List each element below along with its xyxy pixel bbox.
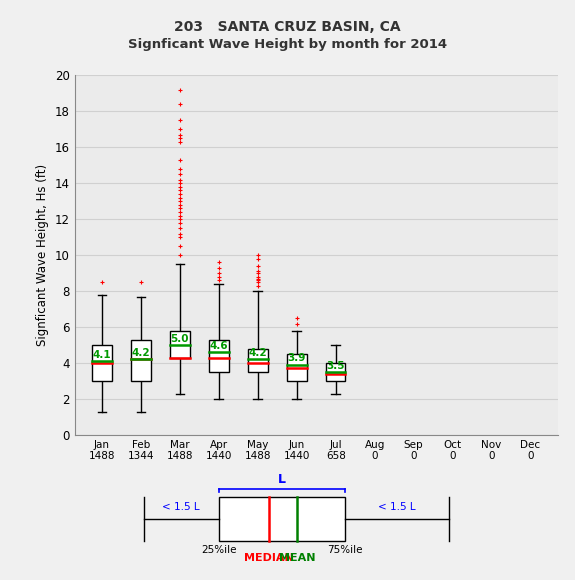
Bar [287, 354, 306, 381]
Text: MEDIAN: MEDIAN [244, 553, 294, 563]
Text: 75%ile: 75%ile [327, 545, 363, 555]
Text: < 1.5 L: < 1.5 L [378, 502, 416, 512]
Text: 4.6: 4.6 [209, 341, 228, 351]
Text: 3.9: 3.9 [288, 353, 306, 364]
Text: 25%ile: 25%ile [201, 545, 236, 555]
Bar [218, 497, 345, 541]
Bar [170, 331, 190, 358]
Text: 203   SANTA CRUZ BASIN, CA: 203 SANTA CRUZ BASIN, CA [174, 20, 401, 34]
Text: 4.2: 4.2 [248, 348, 267, 358]
Text: 4.2: 4.2 [132, 348, 150, 358]
Bar [131, 340, 151, 381]
Text: MEAN: MEAN [279, 553, 315, 563]
Text: Signficant Wave Height by month for 2014: Signficant Wave Height by month for 2014 [128, 38, 447, 50]
Text: < 1.5 L: < 1.5 L [162, 502, 200, 512]
Bar [326, 363, 346, 381]
Bar [209, 340, 229, 372]
Text: 4.1: 4.1 [93, 350, 112, 360]
Text: L: L [278, 473, 286, 486]
Text: 3.5: 3.5 [327, 361, 345, 371]
Text: 5.0: 5.0 [171, 334, 189, 344]
Bar [92, 345, 112, 381]
Bar [248, 349, 267, 372]
Y-axis label: Signficant Wave Height, Hs (ft): Signficant Wave Height, Hs (ft) [36, 164, 49, 346]
